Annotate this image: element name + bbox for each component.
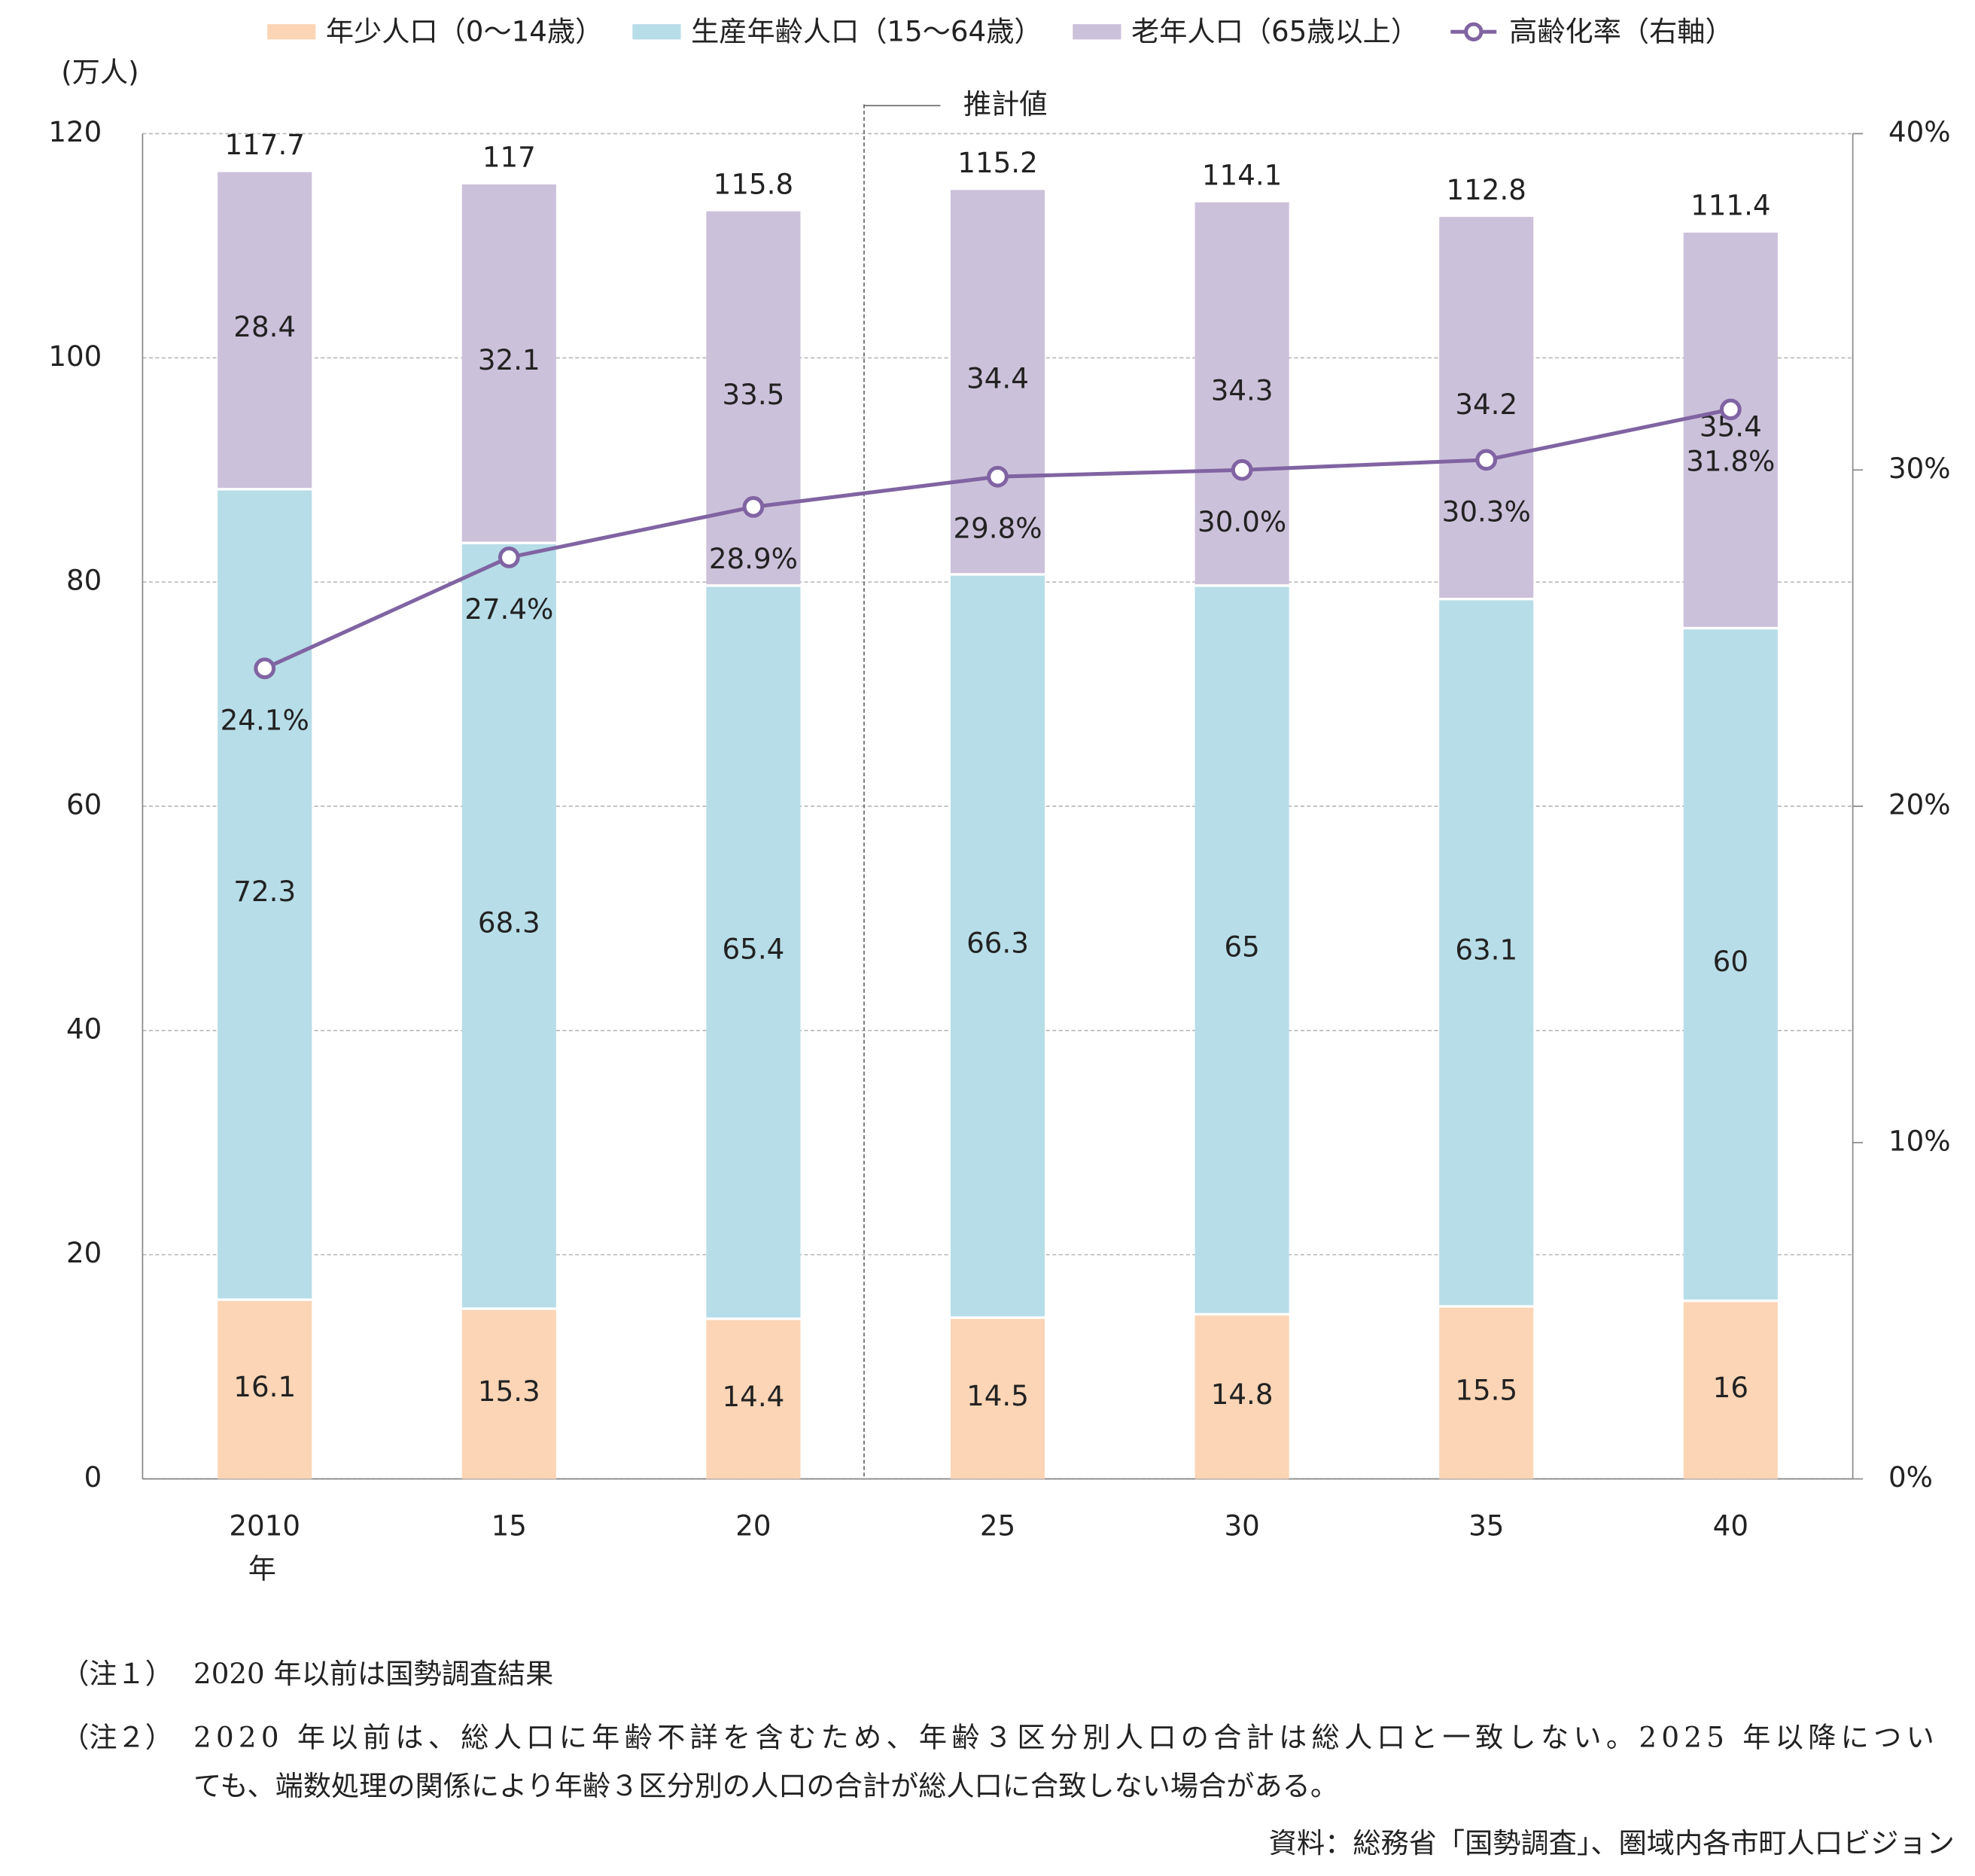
bar-value-label: 32.1: [478, 343, 540, 376]
line-value-label: 30.0%: [1197, 505, 1286, 538]
bar-segment: [1194, 586, 1289, 1314]
x-tick-label: 40: [1713, 1509, 1748, 1542]
note-label: （注１）: [61, 1657, 173, 1690]
bar-segment: [950, 1318, 1045, 1479]
bar-value-label: 68.3: [478, 906, 540, 940]
y-tick-label: 60: [66, 788, 102, 821]
y-tick-label: 0: [84, 1460, 102, 1494]
line-marker: [742, 496, 765, 518]
y-unit: (万人): [61, 56, 138, 89]
total-label: 112.8: [1446, 173, 1526, 206]
x-label: 年: [248, 1552, 276, 1585]
bar-segment: [461, 544, 556, 1308]
note-text: 2020 年以前は、総人口に年齢不詳を含むため、年齢３区分別人口の合計は総人口と…: [193, 1721, 1934, 1754]
bar-value-label: 66.3: [966, 926, 1029, 959]
bar-value-label: 34.2: [1455, 388, 1517, 421]
bar-segment: [1439, 217, 1534, 598]
note-text: 2020 年以前は国勢調査結果: [193, 1657, 553, 1690]
bar-value-label: 65: [1224, 930, 1259, 964]
total-label: 117: [482, 141, 536, 174]
x-tick-label: 25: [980, 1509, 1015, 1542]
legend-label: 老年人口（65歳以上）: [1131, 14, 1419, 47]
bar-value-label: 28.4: [233, 310, 296, 343]
bar-segment: [218, 172, 312, 489]
legend-marker: [1464, 22, 1484, 41]
bar-segment: [950, 575, 1045, 1317]
x-tick-label: 35: [1468, 1509, 1504, 1542]
legend-label: 年少人口（0～14歳）: [326, 14, 603, 47]
legend-label: 生産年齢人口（15～64歳）: [691, 14, 1042, 47]
y-tick-label: 100: [48, 340, 102, 373]
bar-segment: [461, 184, 556, 542]
y2-tick-label: 10%: [1888, 1124, 1951, 1157]
bar-value-label: 14.4: [723, 1380, 785, 1413]
line-marker: [987, 465, 1009, 488]
total-label: 117.7: [224, 128, 304, 161]
y-tick-label: 120: [48, 115, 102, 148]
bar-segment: [218, 1301, 312, 1479]
bar-segment: [950, 190, 1045, 574]
bar-segment: [1683, 232, 1778, 627]
line-value-label: 27.4%: [464, 592, 553, 626]
bar-segment: [1194, 202, 1289, 585]
bar-value-label: 16: [1713, 1371, 1748, 1404]
line-value-label: 28.9%: [709, 542, 798, 575]
bar-segment: [706, 211, 801, 585]
line-value-label: 29.8%: [953, 512, 1042, 545]
annotation: 推計値: [963, 87, 1048, 120]
source: 資料：総務省「国勢調査」、圏域内各市町人口ビジョン: [1269, 1826, 1955, 1859]
line-marker: [1475, 449, 1498, 471]
bar-value-label: 34.4: [966, 362, 1029, 395]
line-marker: [1719, 398, 1742, 421]
bar-value-label: 33.5: [723, 378, 785, 411]
note-text: ても、端数処理の関係により年齢３区分別の人口の合計が総人口に合致しない場合がある…: [193, 1769, 1338, 1802]
bar-segment: [706, 1320, 801, 1479]
y-tick-label: 20: [66, 1236, 102, 1269]
y2-tick-label: 20%: [1888, 788, 1951, 821]
total-label: 115.8: [714, 167, 793, 200]
legend-swatch: [267, 24, 316, 40]
bar-value-label: 14.5: [966, 1379, 1029, 1412]
y2-tick-label: 40%: [1888, 115, 1951, 148]
y-tick-label: 80: [66, 564, 102, 597]
legend-swatch: [632, 24, 681, 40]
legend-label: 高齢化率（右軸）: [1509, 14, 1733, 47]
line-marker: [254, 657, 276, 680]
bar-segment: [218, 490, 312, 1299]
y2-tick-label: 30%: [1888, 452, 1951, 485]
bar-segment: [461, 1310, 556, 1479]
line-marker: [1231, 458, 1253, 481]
bar-value-label: 60: [1713, 945, 1748, 978]
total-label: 115.2: [957, 146, 1037, 179]
line-value-label: 30.3%: [1442, 495, 1531, 528]
note-label: （注２）: [61, 1721, 173, 1754]
bar-value-label: 34.3: [1211, 373, 1274, 407]
x-tick-label: 15: [491, 1509, 527, 1542]
x-tick-label: 20: [735, 1509, 771, 1542]
y2-tick-label: 0%: [1888, 1460, 1933, 1494]
bar-value-label: 63.1: [1455, 933, 1517, 966]
bar-segment: [1683, 1302, 1778, 1479]
bar-value-label: 65.4: [723, 933, 785, 966]
bar-segment: [1439, 600, 1534, 1305]
bar-value-label: 72.3: [233, 875, 296, 908]
y-tick-label: 40: [66, 1012, 102, 1045]
line-value-label: 31.8%: [1686, 444, 1775, 477]
legend-swatch: [1073, 24, 1121, 40]
x-tick-label: 30: [1224, 1509, 1259, 1542]
bar-segment: [706, 586, 801, 1318]
total-label: 111.4: [1690, 189, 1770, 222]
bar-segment: [1439, 1308, 1534, 1479]
x-tick-label: 2010: [229, 1509, 300, 1542]
bar-value-label: 16.1: [233, 1370, 296, 1403]
bar-segment: [1683, 629, 1778, 1300]
bar-value-label: 15.3: [478, 1375, 540, 1408]
line-value-label: 24.1%: [221, 703, 309, 736]
line-marker: [498, 547, 520, 568]
bar-segment: [1194, 1315, 1289, 1479]
total-label: 114.1: [1202, 158, 1282, 191]
bar-value-label: 14.8: [1211, 1378, 1274, 1411]
bar-value-label: 15.5: [1455, 1374, 1517, 1407]
